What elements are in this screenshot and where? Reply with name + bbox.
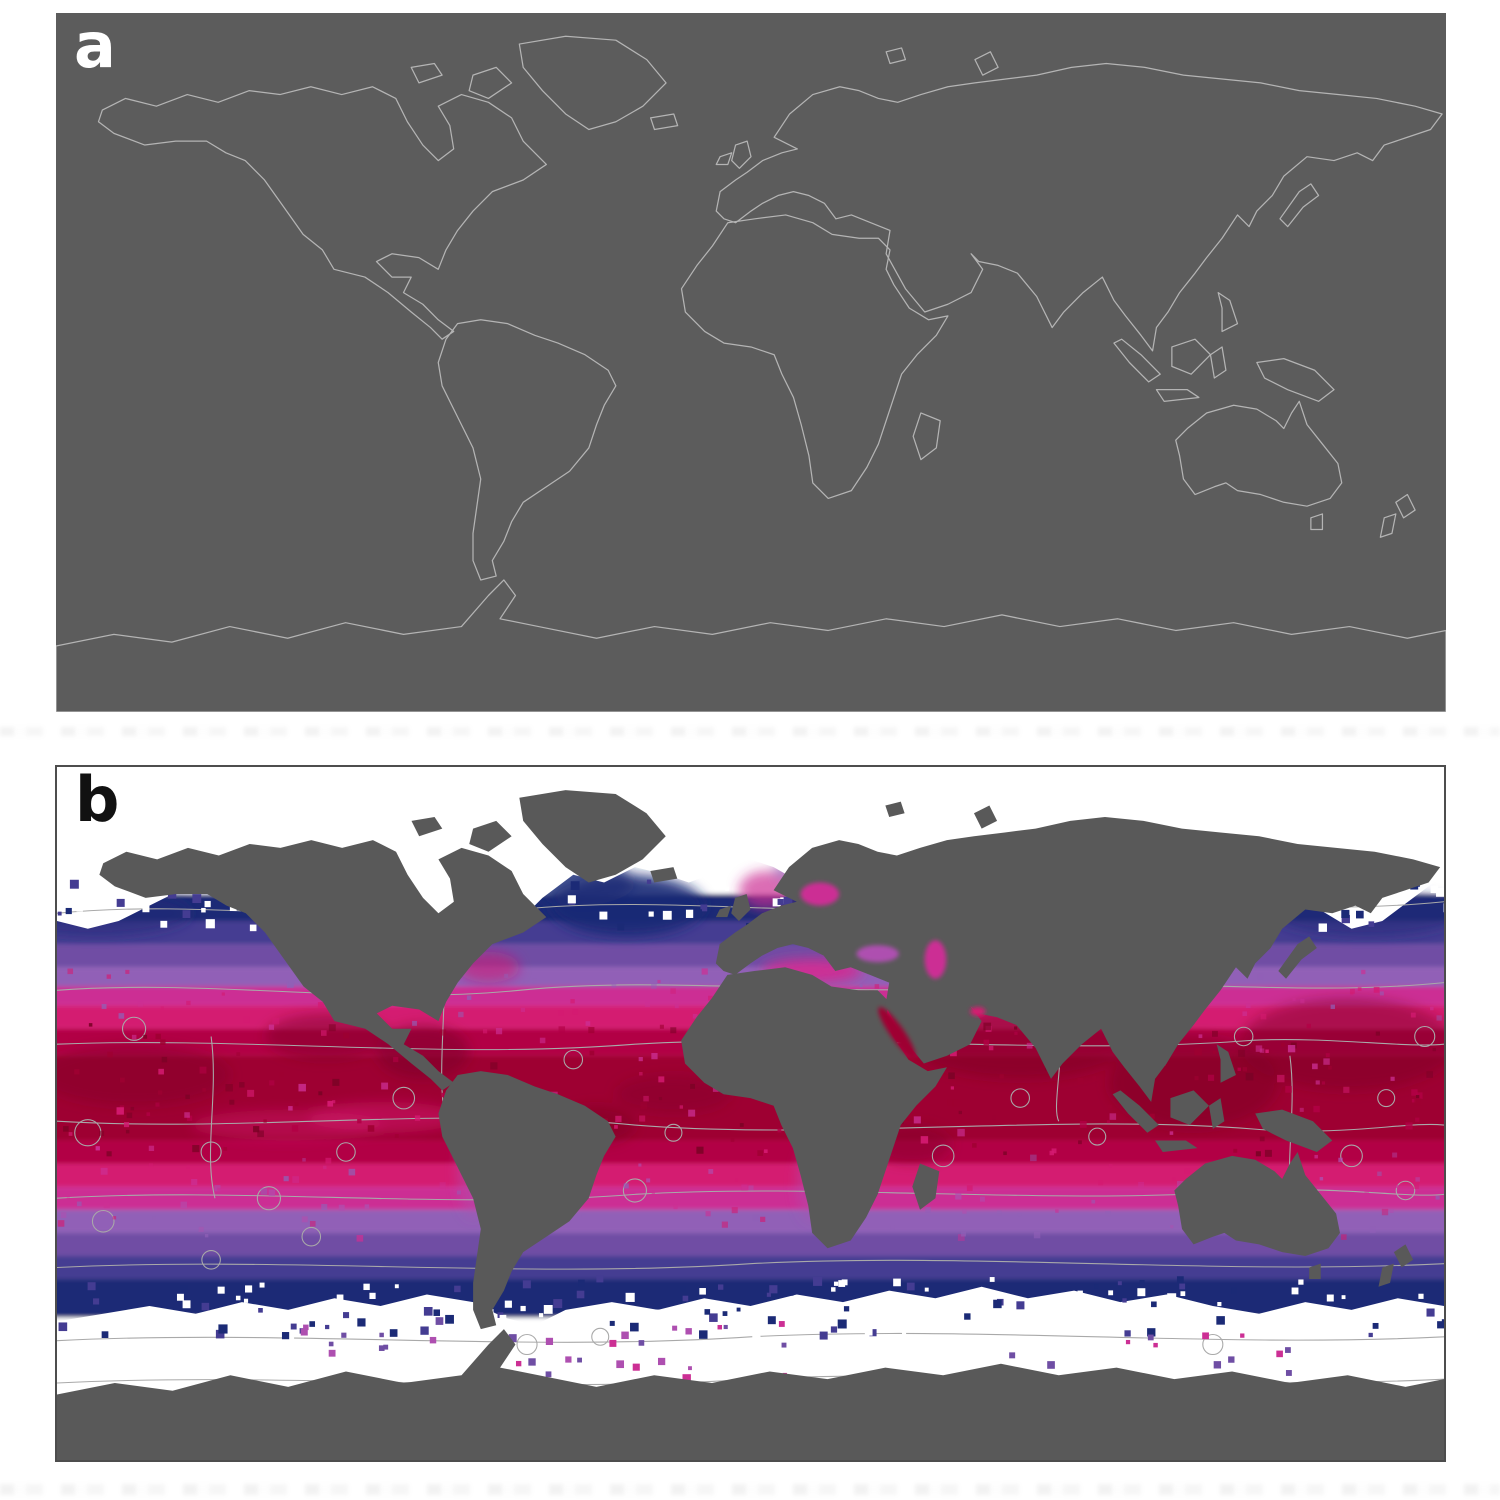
panel-b-svg: [57, 767, 1444, 1460]
panel-b-label: b: [75, 765, 120, 836]
panel-a-svg: [56, 34, 1446, 712]
panel-b-map: b: [55, 765, 1446, 1462]
antarctica-outline: [56, 578, 1446, 712]
coastline-outline: [96, 34, 1445, 582]
inland-seas: [800, 882, 986, 1059]
compression-artifact-strip: [0, 727, 1500, 736]
panel-a-label: a: [74, 13, 116, 82]
country-borders: [241, 106, 1335, 499]
compression-artifact-strip: [0, 1484, 1500, 1495]
panel-a-land-data: [98, 40, 1412, 580]
panel-a-map: a: [56, 13, 1446, 712]
